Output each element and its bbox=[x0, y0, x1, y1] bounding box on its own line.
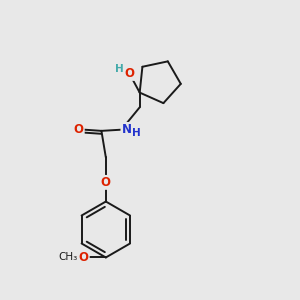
Text: O: O bbox=[79, 251, 89, 264]
Text: O: O bbox=[101, 176, 111, 189]
Text: H: H bbox=[115, 64, 124, 74]
Text: N: N bbox=[122, 123, 131, 136]
Text: H: H bbox=[132, 128, 141, 138]
Text: O: O bbox=[124, 67, 134, 80]
Text: CH₃: CH₃ bbox=[58, 253, 77, 262]
Text: O: O bbox=[74, 123, 84, 136]
